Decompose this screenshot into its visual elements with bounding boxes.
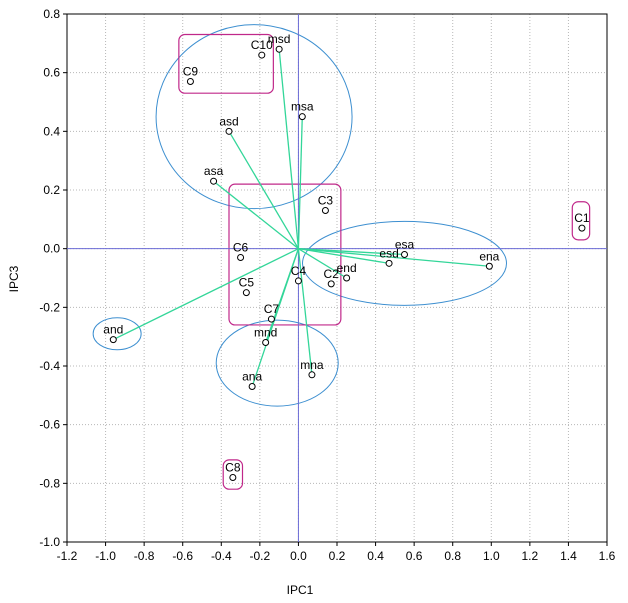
point-label-msd: msd xyxy=(268,32,291,46)
vector-ena xyxy=(298,248,490,267)
group-box-c1 xyxy=(571,201,591,241)
plot-frame xyxy=(66,13,608,543)
point-msd xyxy=(275,45,283,53)
vector-and xyxy=(112,248,299,341)
point-ana xyxy=(248,383,256,391)
vector-esd xyxy=(298,248,390,264)
vector-asa xyxy=(213,180,299,250)
x-tick-label: -0.6 xyxy=(172,549,193,563)
vector-end xyxy=(298,248,347,279)
point-label-C5: C5 xyxy=(239,276,255,290)
y-tick-label: -1.0 xyxy=(39,535,60,549)
point-mnd xyxy=(262,339,270,347)
point-end xyxy=(343,274,351,282)
point-label-C7: C7 xyxy=(264,302,280,316)
point-label-and: and xyxy=(103,323,123,337)
point-label-mna: mna xyxy=(300,358,324,372)
group-ellipse-lower xyxy=(215,319,339,407)
grouping-shapes xyxy=(92,24,591,490)
x-tick-label: -1.2 xyxy=(57,549,78,563)
y-tick-label: -0.8 xyxy=(39,476,60,490)
x-tick-label: 0.0 xyxy=(290,549,307,563)
vector-asd xyxy=(228,131,299,249)
vector-msa xyxy=(297,116,303,249)
group-box-c8 xyxy=(222,459,244,490)
point-label-ena: ena xyxy=(479,249,499,263)
y-tick-label: -0.6 xyxy=(39,418,60,432)
x-tick-label: 1.2 xyxy=(522,549,539,563)
point-label-esa: esa xyxy=(395,238,415,252)
vector-ana xyxy=(251,248,300,387)
group-ellipse-right xyxy=(302,220,507,306)
y-tick-label: -0.4 xyxy=(39,359,60,373)
point-label-C1: C1 xyxy=(574,211,590,225)
group-ellipse-left xyxy=(92,317,142,351)
y-tick-label: 0.4 xyxy=(43,124,60,138)
point-msa xyxy=(298,113,306,121)
point-ena xyxy=(485,262,493,270)
point-label-C4: C4 xyxy=(291,264,307,278)
point-C6 xyxy=(237,253,245,261)
y-tick-label: 0.6 xyxy=(43,66,60,80)
point-and xyxy=(109,336,117,344)
x-tick-label: -0.4 xyxy=(211,549,232,563)
x-tick-label: 0.8 xyxy=(444,549,461,563)
point-C1 xyxy=(578,224,586,232)
point-asd xyxy=(225,127,233,135)
point-C4 xyxy=(294,277,302,285)
point-mna xyxy=(308,371,316,379)
group-box-c9-c10 xyxy=(178,33,274,94)
x-tick-label: 1.4 xyxy=(560,549,577,563)
point-label-mnd: mnd xyxy=(254,326,277,340)
vector-msd xyxy=(278,49,300,249)
point-C7 xyxy=(267,315,275,323)
x-tick-label: 0.2 xyxy=(329,549,346,563)
point-C9 xyxy=(186,77,194,85)
group-box-centre xyxy=(228,183,342,326)
point-label-C2: C2 xyxy=(324,267,340,281)
point-asa xyxy=(210,177,218,185)
x-tick-label: 0.4 xyxy=(367,549,384,563)
point-esd xyxy=(385,259,393,267)
point-C10 xyxy=(258,51,266,59)
x-tick-label: 1.0 xyxy=(483,549,500,563)
axes: -1.2 -1.0 -0.8 -0.6 -0.4 -0.2 0.0 0.2 0.4 0.6 0.8 1… xyxy=(39,7,615,563)
x-tick-label: -0.2 xyxy=(250,549,271,563)
x-axis-label: IPC1 xyxy=(287,583,314,597)
point-label-asa: asa xyxy=(204,164,224,178)
y-tick-label: -0.2 xyxy=(39,300,60,314)
point-C5 xyxy=(242,289,250,297)
y-axis-label: IPC3 xyxy=(7,265,21,292)
y-tick-label: 0.0 xyxy=(43,242,60,256)
point-label-asd: asd xyxy=(219,114,238,128)
x-tick-label: 0.6 xyxy=(406,549,423,563)
point-esa xyxy=(401,251,408,259)
point-label-C8: C8 xyxy=(225,460,241,474)
point-label-msa: msa xyxy=(291,100,314,114)
point-C3 xyxy=(321,207,329,215)
point-label-C3: C3 xyxy=(318,194,334,208)
point-C2 xyxy=(327,280,335,288)
point-label-ana: ana xyxy=(242,370,262,384)
x-tick-label: 1.6 xyxy=(599,549,616,563)
x-tick-label: -1.0 xyxy=(95,549,116,563)
vector-mna xyxy=(297,248,313,375)
y-tick-label: 0.2 xyxy=(43,183,60,197)
x-tick-label: -0.8 xyxy=(134,549,155,563)
point-label-C6: C6 xyxy=(233,240,249,254)
group-ellipse-upper xyxy=(155,24,353,210)
point-label-C10: C10 xyxy=(251,38,273,52)
loading-vectors xyxy=(112,49,490,387)
point-label-end: end xyxy=(337,261,357,275)
point-label-C9: C9 xyxy=(183,64,199,78)
point-C8 xyxy=(229,473,237,481)
point-label-esd: esd xyxy=(379,246,398,260)
y-tick-label: 0.8 xyxy=(43,7,60,21)
